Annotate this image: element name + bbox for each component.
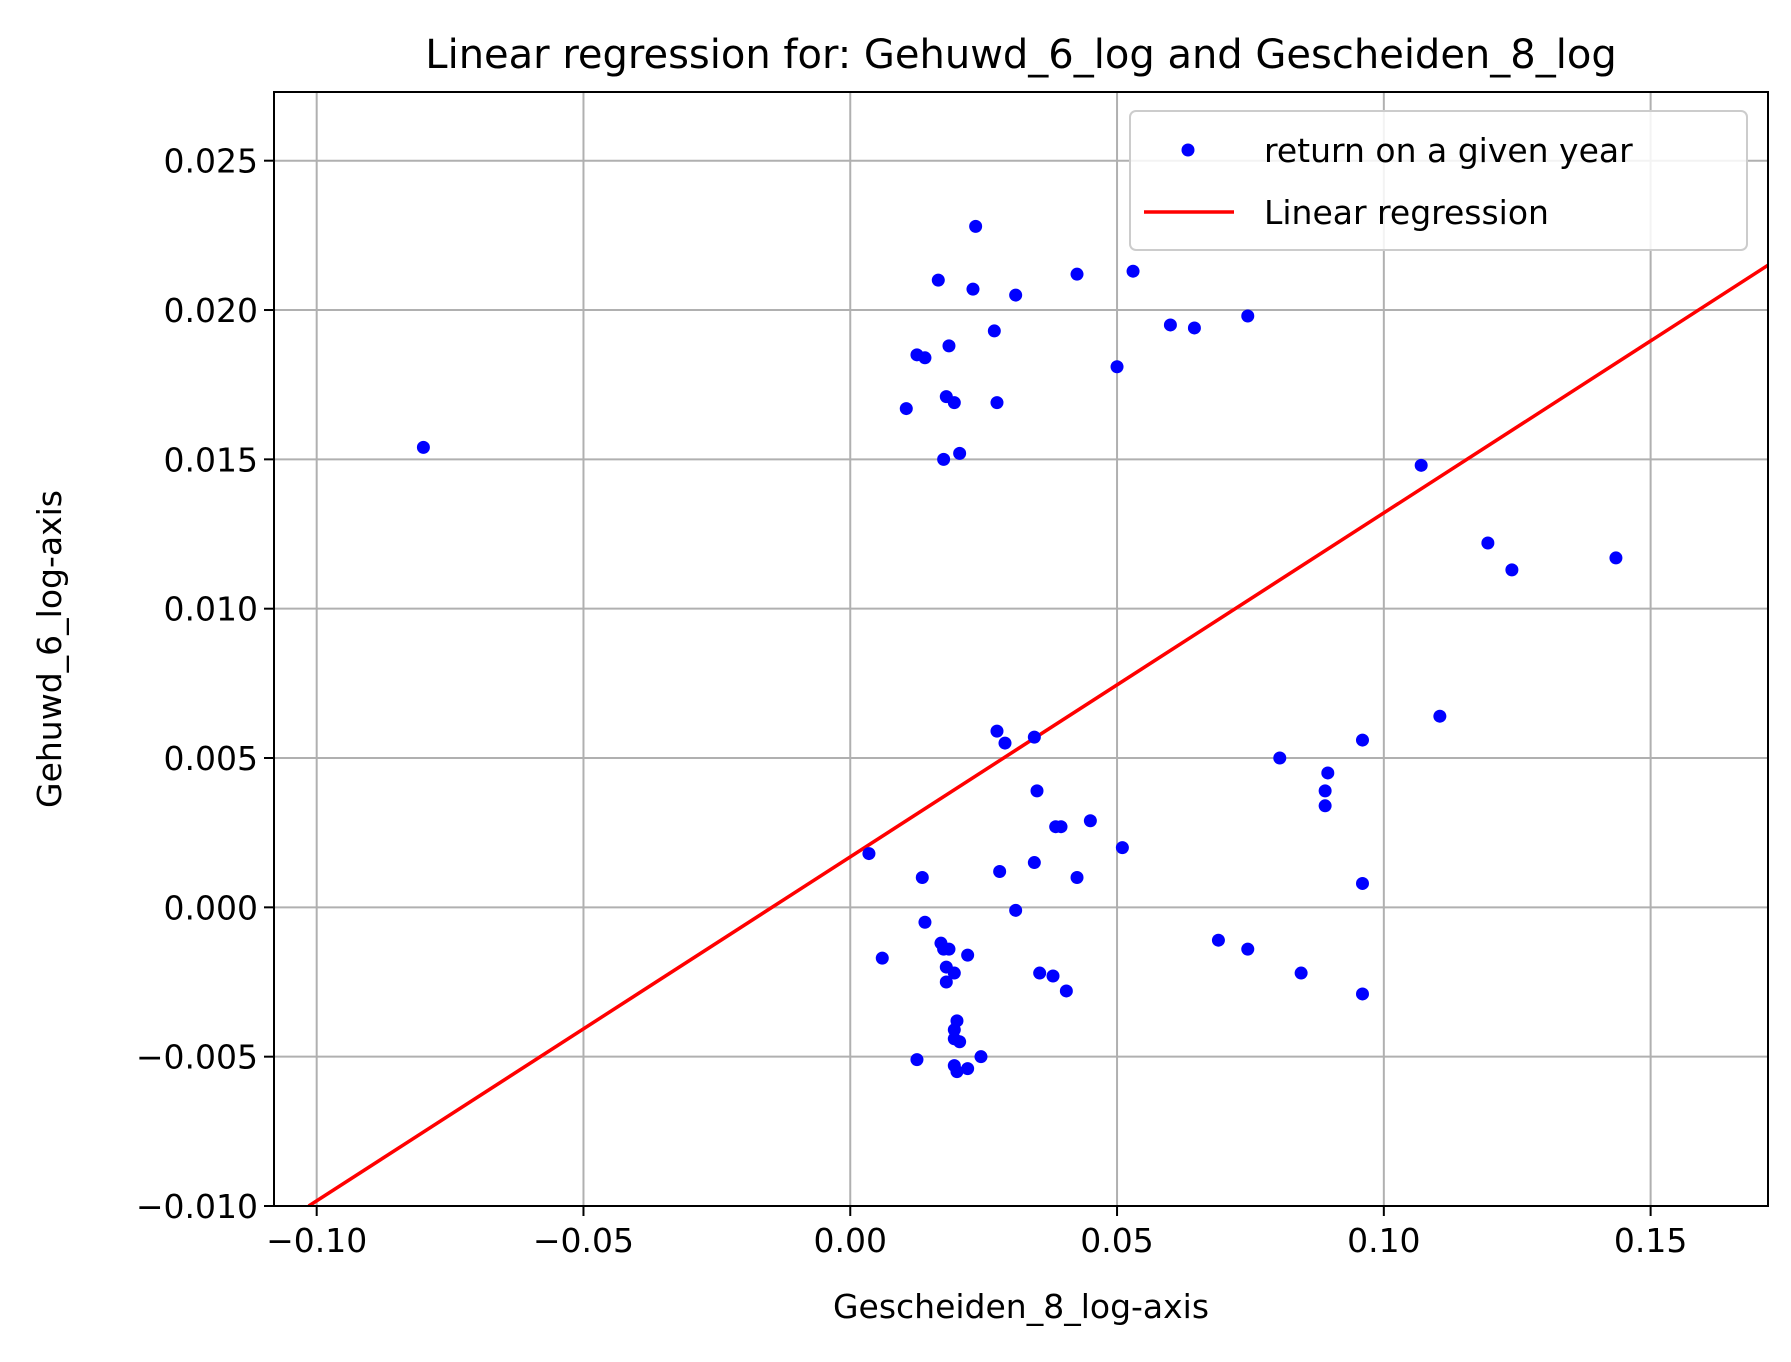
- scatter-point: [1187, 321, 1201, 335]
- plot-area: [307, 219, 1768, 1206]
- scatter-point: [1609, 551, 1623, 565]
- y-tick-label: 0.005: [164, 739, 258, 778]
- scatter-point: [1115, 841, 1129, 855]
- y-axis-label: Gehuwd_6_log-axis: [30, 490, 69, 808]
- scatter-point: [1046, 969, 1060, 983]
- scatter-point: [1505, 563, 1519, 577]
- scatter-point: [931, 273, 945, 287]
- plot-frame: [273, 91, 1769, 1207]
- scatter-point: [1027, 856, 1041, 870]
- legend: return on a given year Linear regression: [1129, 110, 1748, 251]
- scatter-point: [1481, 536, 1495, 550]
- legend-scatter-marker: [1181, 143, 1195, 157]
- scatter-point: [961, 1062, 975, 1076]
- legend-line-label: Linear regression: [1264, 193, 1549, 232]
- scatter-point: [990, 724, 1004, 738]
- scatter-point: [987, 324, 1001, 338]
- scatter-point: [1241, 309, 1255, 323]
- scatter-point: [1355, 733, 1369, 747]
- scatter-point: [961, 948, 975, 962]
- scatter-point: [1009, 288, 1023, 302]
- scatter-point: [1163, 318, 1177, 332]
- scatter-point: [1110, 360, 1124, 374]
- y-tick-label: −0.010: [136, 1187, 258, 1226]
- scatter-point: [966, 282, 980, 296]
- scatter-point: [974, 1050, 988, 1064]
- legend-scatter-label: return on a given year: [1264, 131, 1633, 170]
- x-tick-label: 0.05: [1080, 1221, 1153, 1260]
- scatter-point: [1294, 966, 1308, 980]
- scatter-point: [947, 966, 961, 980]
- scatter-point: [1241, 942, 1255, 956]
- scatter-point: [1273, 751, 1287, 765]
- scatter-point: [1059, 984, 1073, 998]
- x-tick-label: 0.10: [1347, 1221, 1420, 1260]
- scatter-point: [953, 1035, 967, 1049]
- scatter-point: [1126, 264, 1140, 278]
- scatter-point: [1355, 876, 1369, 890]
- scatter-point: [862, 847, 876, 861]
- scatter-point: [1070, 870, 1084, 884]
- scatter-point: [875, 951, 889, 965]
- scatter-point: [950, 1065, 964, 1079]
- scatter-point: [910, 1053, 924, 1067]
- scatter-point: [990, 396, 1004, 410]
- scatter-point: [416, 440, 430, 454]
- legend-box: [1129, 110, 1748, 251]
- scatter-point: [947, 396, 961, 410]
- scatter-point: [1033, 966, 1047, 980]
- grid-lines: [274, 92, 1768, 1207]
- scatter-point: [1083, 814, 1097, 828]
- x-tick-label: −0.05: [533, 1221, 634, 1260]
- y-tick-label: 0.025: [164, 142, 258, 181]
- scatter-point: [1318, 799, 1332, 813]
- axis-ticks: −0.10 −0.05 0.00 0.05 0.10 0.15 −0.010 −0.005 0.…: [136, 142, 1687, 1260]
- scatter-point: [1414, 458, 1428, 472]
- y-tick-label: 0.015: [164, 440, 258, 479]
- x-tick-label: 0.00: [814, 1221, 887, 1260]
- scatter-point: [1433, 709, 1447, 723]
- scatter-point: [953, 446, 967, 460]
- scatter-point: [1054, 820, 1068, 834]
- scatter-point: [998, 736, 1012, 750]
- scatter-point: [899, 402, 913, 416]
- y-tick-label: 0.010: [164, 590, 258, 629]
- scatter-point: [969, 219, 983, 233]
- y-tick-label: 0.000: [164, 888, 258, 927]
- scatter-point: [947, 1023, 961, 1037]
- scatter-point: [937, 452, 951, 466]
- data-layer: [307, 219, 1768, 1206]
- scatter-point: [1030, 784, 1044, 798]
- scatter-point: [1321, 766, 1335, 780]
- scatter-point: [918, 915, 932, 929]
- scatter-point: [918, 351, 932, 365]
- x-tick-label: −0.10: [266, 1221, 367, 1260]
- scatter-point: [1211, 933, 1225, 947]
- scatter-point: [1318, 784, 1332, 798]
- scatter-point: [1070, 267, 1084, 281]
- scatter-point: [1355, 987, 1369, 1001]
- scatter-point: [942, 942, 956, 956]
- y-tick-label: 0.020: [164, 291, 258, 330]
- chart-title: Linear regression for: Gehuwd_6_log and …: [425, 32, 1616, 78]
- scatter-point: [993, 865, 1007, 879]
- scatter-point: [1009, 903, 1023, 917]
- scatter-point: [939, 975, 953, 989]
- scatter-point: [915, 870, 929, 884]
- scatter-point: [1027, 730, 1041, 744]
- x-axis-label: Gescheiden_8_log-axis: [833, 1287, 1209, 1326]
- scatter-point: [942, 339, 956, 353]
- x-tick-label: 0.15: [1614, 1221, 1687, 1260]
- y-tick-label: −0.005: [136, 1038, 258, 1077]
